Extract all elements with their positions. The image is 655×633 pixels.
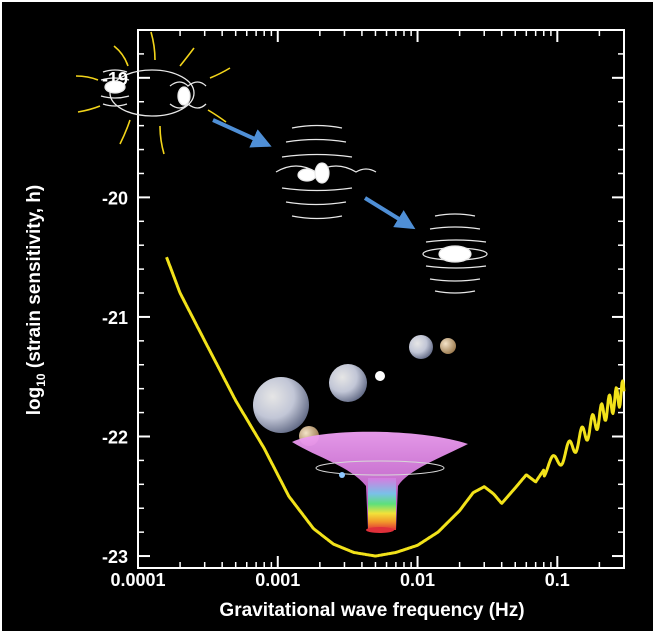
plot-area <box>137 29 625 569</box>
black-hole-funnel-icon <box>292 431 468 533</box>
y-tick-label: -21 <box>102 308 128 328</box>
x-tick-label: 0.001 <box>255 570 300 590</box>
y-tick-marks <box>138 29 624 558</box>
sensitivity-curve <box>165 256 626 558</box>
arrow-icon-1 <box>212 118 272 148</box>
x-axis-label: Gravitational wave frequency (Hz) <box>219 600 524 621</box>
y-tick-label: -22 <box>102 427 128 447</box>
y-label-prefix: log <box>24 387 45 416</box>
y-label-subscript: 10 <box>34 373 48 387</box>
arrow-icon-2 <box>363 196 416 230</box>
merged-star-icon <box>422 213 488 294</box>
x-tick-label: 0.0001 <box>110 570 165 590</box>
y-label-suffix: (strain sensitivity, h) <box>24 185 45 374</box>
binary-stars-radiating-icon <box>75 31 231 155</box>
y-tick-label: -20 <box>102 188 128 208</box>
x-tick-label: 0.1 <box>545 570 570 590</box>
merging-binary-icon <box>275 124 377 220</box>
stellar-spheres-icon <box>253 335 456 446</box>
x-tick-marks <box>137 30 601 568</box>
y-tick-label: -23 <box>102 547 128 567</box>
y-tick-label: -19 <box>102 69 128 89</box>
y-axis-label: log10 (strain sensitivity, h) <box>24 185 48 416</box>
x-tick-label: 0.01 <box>400 570 435 590</box>
